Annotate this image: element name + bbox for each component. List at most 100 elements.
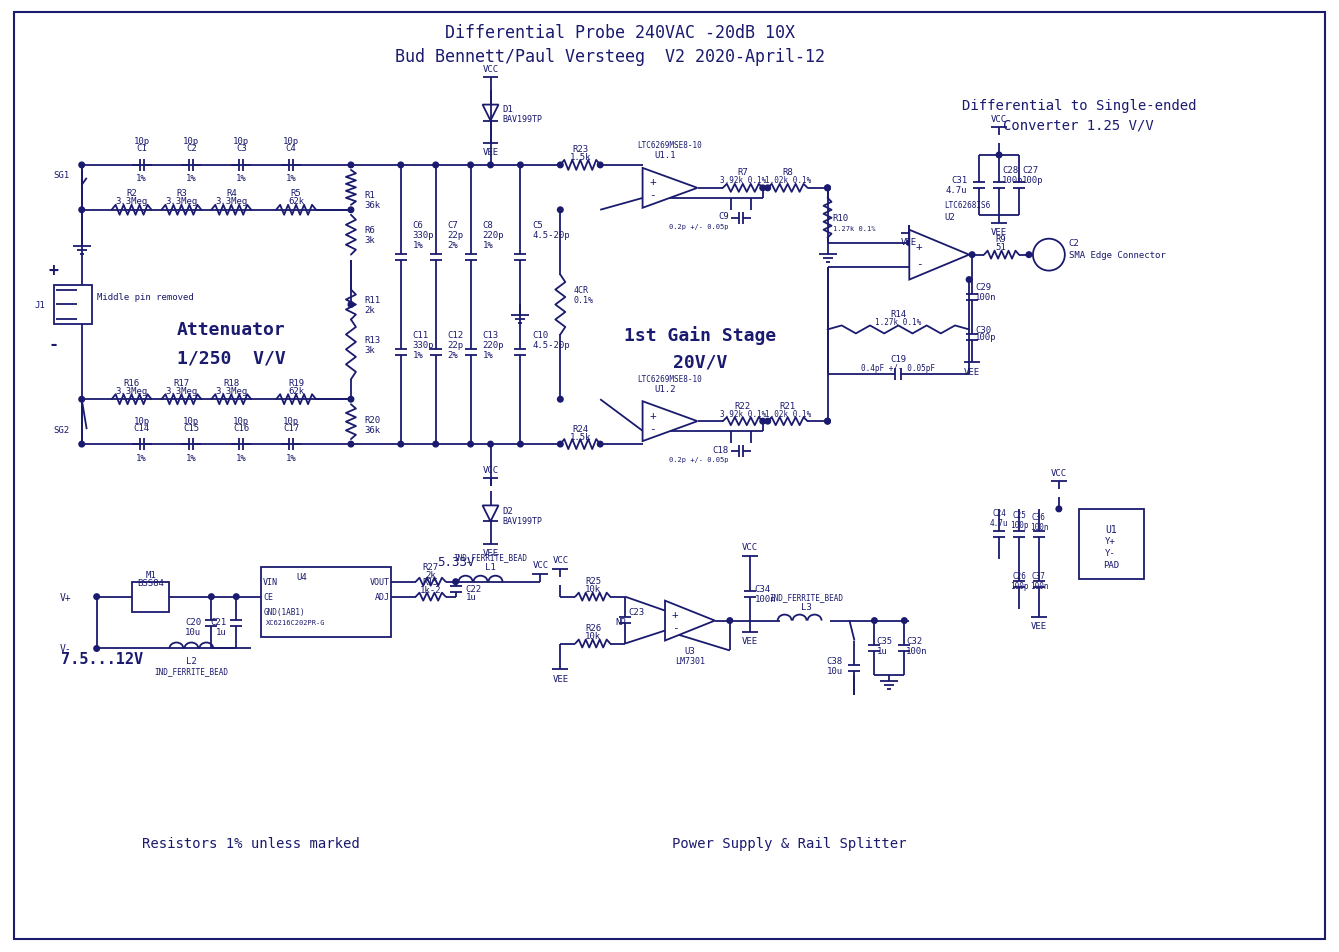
Text: R23: R23 — [572, 146, 588, 154]
Text: C10: C10 — [533, 330, 549, 340]
Circle shape — [557, 208, 564, 213]
Text: 10u: 10u — [826, 666, 842, 675]
Text: 10p: 10p — [134, 137, 150, 147]
Text: LM7301: LM7301 — [675, 656, 704, 665]
Text: 36k: 36k — [364, 426, 380, 434]
Text: 1%: 1% — [285, 453, 296, 462]
Text: R22: R22 — [735, 402, 751, 410]
Text: 3.92k 0.1%: 3.92k 0.1% — [719, 409, 766, 418]
Text: C24: C24 — [992, 509, 1006, 518]
Text: SMA Edge Connector: SMA Edge Connector — [1069, 251, 1165, 260]
Circle shape — [487, 163, 493, 169]
Text: BAV199TP: BAV199TP — [502, 517, 542, 526]
Text: +: + — [916, 242, 923, 252]
Text: 3.3Meg: 3.3Meg — [115, 197, 147, 206]
Circle shape — [907, 241, 912, 247]
Text: 1u: 1u — [216, 627, 226, 636]
Circle shape — [825, 186, 830, 191]
Text: 3k: 3k — [364, 346, 375, 354]
Text: 330p: 330p — [412, 231, 434, 240]
Text: VCC: VCC — [482, 65, 498, 73]
Text: 100p: 100p — [1010, 582, 1028, 590]
Bar — [261, 567, 391, 637]
Text: 1%: 1% — [412, 350, 423, 360]
Text: 4.5-20p: 4.5-20p — [533, 231, 570, 240]
Text: +: + — [672, 609, 679, 620]
Circle shape — [518, 442, 524, 447]
Text: R9: R9 — [996, 235, 1007, 244]
Text: C31: C31 — [951, 176, 967, 186]
Text: M1: M1 — [145, 570, 155, 580]
Text: VCC: VCC — [482, 465, 498, 474]
Text: R8: R8 — [782, 169, 793, 177]
Text: VIN: VIN — [264, 578, 279, 586]
Text: VEE: VEE — [552, 674, 568, 684]
Text: GND(1AB1): GND(1AB1) — [264, 607, 305, 617]
Text: C27: C27 — [1022, 167, 1038, 175]
Text: 10p: 10p — [233, 137, 249, 147]
Text: R10: R10 — [833, 214, 849, 223]
Polygon shape — [643, 169, 698, 208]
Text: BAV199TP: BAV199TP — [502, 114, 542, 124]
Text: VEE: VEE — [742, 636, 758, 645]
Text: 1%: 1% — [186, 174, 197, 183]
Circle shape — [398, 442, 403, 447]
Text: C20: C20 — [185, 618, 201, 626]
Text: 3.3Meg: 3.3Meg — [216, 197, 248, 206]
Text: 10k: 10k — [585, 631, 601, 641]
Text: R3: R3 — [175, 189, 187, 198]
Text: C9: C9 — [718, 212, 728, 221]
Text: R20: R20 — [364, 415, 380, 425]
Circle shape — [79, 163, 84, 169]
Text: C14: C14 — [134, 424, 150, 432]
Text: C3: C3 — [236, 145, 246, 153]
Text: R21: R21 — [779, 402, 795, 410]
Text: 100n: 100n — [1030, 523, 1048, 532]
Circle shape — [79, 208, 84, 213]
Text: 4.7u: 4.7u — [990, 519, 1008, 527]
Circle shape — [94, 646, 99, 651]
Text: -: - — [649, 424, 656, 433]
Text: C21: C21 — [210, 618, 226, 626]
Text: 220p: 220p — [482, 341, 503, 349]
Text: 10p: 10p — [283, 137, 299, 147]
Bar — [131, 582, 170, 612]
Text: 2%: 2% — [447, 241, 458, 250]
Circle shape — [557, 442, 564, 447]
Circle shape — [348, 303, 353, 307]
Text: ADJ: ADJ — [375, 592, 390, 602]
Text: 2k: 2k — [426, 570, 437, 580]
Text: 3.3Meg: 3.3Meg — [115, 387, 147, 395]
Text: LTC6268IS6: LTC6268IS6 — [944, 201, 991, 210]
Text: Bud Bennett/Paul Versteeg  V2 2020-April-12: Bud Bennett/Paul Versteeg V2 2020-April-… — [395, 49, 825, 66]
Text: 0.2p +/- 0.05p: 0.2p +/- 0.05p — [670, 224, 728, 229]
Text: 20V/V: 20V/V — [672, 353, 727, 371]
Text: U1: U1 — [1105, 525, 1117, 534]
Text: 7.5...12V: 7.5...12V — [60, 651, 143, 666]
Text: 10p: 10p — [233, 416, 249, 426]
Text: 1%: 1% — [285, 174, 296, 183]
Text: Converter 1.25 V/V: Converter 1.25 V/V — [1003, 118, 1154, 132]
Text: IND_FERRITE_BEAD: IND_FERRITE_BEAD — [770, 592, 844, 602]
Text: VEE: VEE — [1031, 622, 1047, 630]
Text: C7: C7 — [447, 221, 458, 230]
Text: 1st Gain Stage: 1st Gain Stage — [624, 326, 777, 345]
Text: 3.3Meg: 3.3Meg — [165, 387, 198, 395]
Text: 100p: 100p — [1010, 521, 1028, 530]
Text: SG1: SG1 — [54, 171, 70, 180]
Circle shape — [825, 419, 830, 425]
Text: 3.3Meg: 3.3Meg — [165, 197, 198, 206]
Text: 22p: 22p — [447, 231, 463, 240]
Text: 62k: 62k — [288, 197, 304, 206]
Text: R18: R18 — [224, 378, 240, 387]
Circle shape — [597, 442, 603, 447]
Text: +: + — [649, 177, 656, 187]
Text: U4: U4 — [296, 572, 307, 582]
Text: 1%: 1% — [137, 453, 147, 462]
Text: C29: C29 — [975, 283, 991, 291]
Circle shape — [901, 618, 907, 624]
Text: 100p: 100p — [1022, 176, 1043, 186]
Text: C8: C8 — [482, 221, 493, 230]
Text: J1: J1 — [35, 301, 46, 309]
Circle shape — [727, 618, 732, 624]
